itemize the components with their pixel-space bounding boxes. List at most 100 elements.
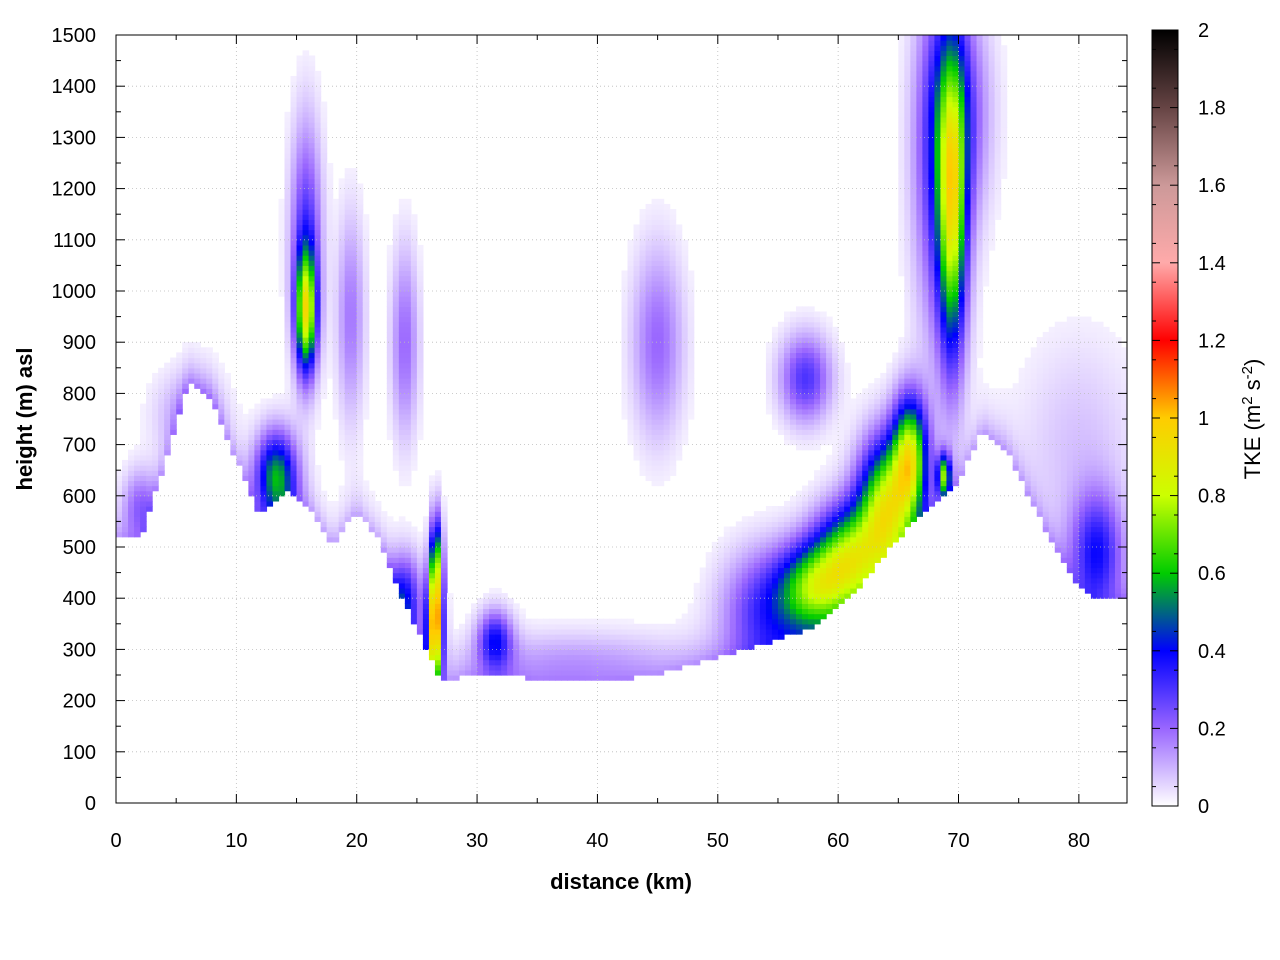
heatmap-cell bbox=[657, 352, 665, 359]
heatmap-cell bbox=[783, 372, 791, 379]
heatmap-cell bbox=[802, 383, 809, 389]
heatmap-cell bbox=[284, 454, 292, 461]
heatmap-cell bbox=[922, 55, 930, 62]
heatmap-cell bbox=[326, 367, 334, 374]
heatmap-cell bbox=[386, 362, 394, 369]
heatmap-cell bbox=[362, 321, 370, 328]
heatmap-cell bbox=[922, 188, 930, 195]
heatmap-cell bbox=[146, 444, 153, 451]
heatmap-cell bbox=[344, 444, 352, 451]
heatmap-cell bbox=[296, 342, 304, 348]
heatmap-cell bbox=[296, 183, 304, 190]
heatmap-cell bbox=[627, 654, 635, 661]
heatmap-cell bbox=[898, 393, 905, 400]
heatmap-cell bbox=[597, 634, 605, 640]
heatmap-cell bbox=[362, 490, 370, 497]
heatmap-cell bbox=[711, 654, 719, 661]
heatmap-cell bbox=[844, 511, 851, 517]
heatmap-cell bbox=[188, 352, 195, 359]
heatmap-cell bbox=[356, 229, 364, 236]
heatmap-cell bbox=[320, 516, 328, 522]
heatmap-cell bbox=[711, 613, 719, 620]
heatmap-cell bbox=[489, 608, 496, 615]
heatmap-cell bbox=[862, 490, 869, 497]
heatmap-cell bbox=[356, 408, 364, 415]
heatmap-cell bbox=[344, 378, 352, 384]
heatmap-cell bbox=[904, 86, 911, 92]
heatmap-cell bbox=[922, 137, 930, 144]
heatmap-cell bbox=[422, 628, 430, 635]
heatmap-cell bbox=[296, 116, 304, 123]
heatmap-cell bbox=[344, 408, 352, 415]
heatmap-cell bbox=[483, 613, 490, 620]
heatmap-cell bbox=[814, 587, 821, 594]
heatmap-cell bbox=[771, 424, 779, 430]
heatmap-cell bbox=[609, 644, 617, 650]
heatmap-cell bbox=[681, 265, 689, 272]
heatmap-cell bbox=[934, 403, 942, 410]
heatmap-cell bbox=[928, 490, 936, 497]
heatmap-cell bbox=[501, 644, 508, 650]
heatmap-cell bbox=[296, 122, 304, 128]
heatmap-cell bbox=[651, 480, 659, 487]
heatmap-cell bbox=[814, 562, 821, 569]
heatmap-cell bbox=[591, 628, 599, 635]
heatmap-cell bbox=[230, 398, 237, 405]
heatmap-cell bbox=[308, 296, 316, 302]
heatmap-cell bbox=[844, 480, 851, 487]
heatmap-cell bbox=[242, 444, 249, 451]
heatmap-cell bbox=[741, 634, 749, 640]
heatmap-cell bbox=[735, 608, 743, 615]
heatmap-cell bbox=[808, 362, 815, 369]
heatmap-cell bbox=[278, 275, 286, 282]
heatmap-cell bbox=[910, 163, 917, 169]
heatmap-cell bbox=[916, 429, 923, 435]
heatmap-cell bbox=[898, 96, 905, 103]
heatmap-cell bbox=[344, 219, 352, 226]
heatmap-cell bbox=[663, 229, 671, 236]
heatmap-cell bbox=[765, 398, 773, 405]
heatmap-cell bbox=[928, 454, 936, 461]
heatmap-cell bbox=[862, 429, 869, 435]
heatmap-cell bbox=[802, 352, 809, 359]
heatmap-cell bbox=[344, 193, 352, 200]
heatmap-cell bbox=[838, 547, 845, 553]
heatmap-cell bbox=[501, 669, 508, 676]
heatmap-cell bbox=[585, 634, 593, 640]
heatmap-cell bbox=[832, 485, 839, 492]
heatmap-cell bbox=[134, 475, 141, 482]
heatmap-cell bbox=[278, 280, 286, 287]
heatmap-cell bbox=[868, 511, 875, 517]
heatmap-cell bbox=[681, 408, 689, 415]
heatmap-cell bbox=[398, 593, 406, 599]
heatmap-cell bbox=[314, 239, 322, 246]
heatmap-cell bbox=[633, 347, 641, 354]
heatmap-cell bbox=[832, 470, 839, 476]
heatmap-cell bbox=[465, 623, 472, 630]
heatmap-cell bbox=[416, 296, 424, 302]
heatmap-cell bbox=[777, 337, 785, 343]
heatmap-cell bbox=[723, 634, 731, 640]
heatmap-cell bbox=[790, 408, 797, 415]
heatmap-cell bbox=[663, 209, 671, 215]
heatmap-cell bbox=[856, 480, 863, 487]
heatmap-cell bbox=[362, 480, 370, 487]
heatmap-cell bbox=[290, 270, 298, 277]
heatmap-cell bbox=[440, 552, 448, 558]
heatmap-cell bbox=[934, 465, 942, 471]
heatmap-cell bbox=[633, 669, 641, 676]
heatmap-cell bbox=[398, 429, 406, 435]
heatmap-cell bbox=[904, 475, 911, 482]
heatmap-cell bbox=[573, 664, 580, 671]
heatmap-cell bbox=[916, 132, 923, 138]
heatmap-cell bbox=[248, 424, 256, 430]
heatmap-cell bbox=[741, 567, 749, 574]
heatmap-cell bbox=[898, 55, 905, 62]
heatmap-cell bbox=[910, 265, 917, 272]
heatmap-cell bbox=[320, 506, 328, 512]
heatmap-cell bbox=[928, 362, 936, 369]
heatmap-cell bbox=[777, 424, 785, 430]
heatmap-cell bbox=[296, 178, 304, 185]
heatmap-cell bbox=[410, 582, 418, 589]
heatmap-cell bbox=[916, 470, 923, 476]
